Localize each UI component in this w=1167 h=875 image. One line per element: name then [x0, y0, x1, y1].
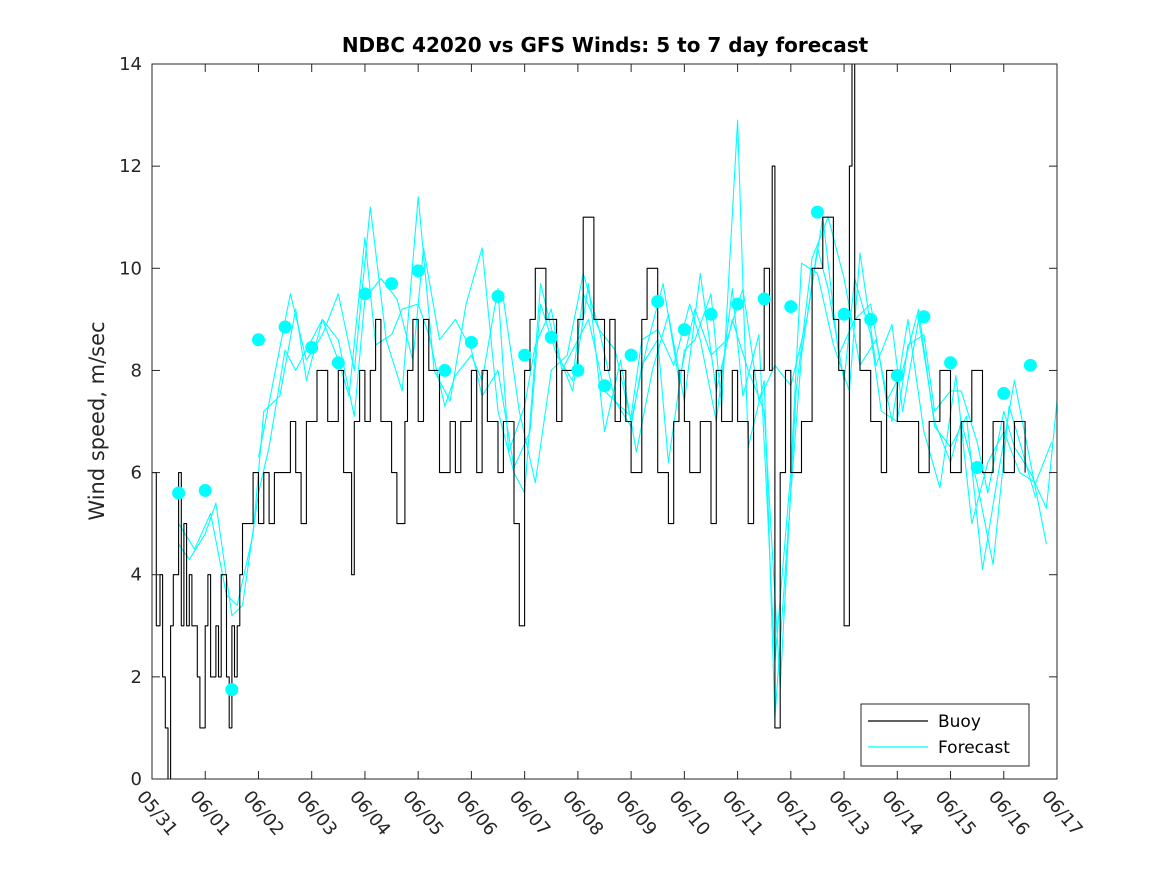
forecast-marker [544, 330, 558, 344]
forecast-marker [411, 264, 425, 278]
y-tick-label: 0 [131, 769, 142, 790]
forecast-marker [571, 363, 585, 377]
forecast-series-line [257, 196, 1053, 688]
y-axis-label: Wind speed, m/sec [85, 321, 109, 520]
y-tick-label: 6 [131, 463, 142, 484]
y-tick-label: 10 [119, 258, 142, 279]
forecast-marker [864, 312, 878, 326]
y-tick-label: 14 [119, 54, 142, 75]
forecast-marker [997, 386, 1011, 400]
forecast-marker [784, 300, 798, 314]
forecast-marker [438, 363, 452, 377]
buoy-series-line [152, 63, 1026, 780]
forecast-marker [385, 277, 399, 291]
forecast-marker [278, 320, 292, 334]
forecast-marker [837, 307, 851, 321]
forecast-marker [704, 307, 718, 321]
forecast-marker [172, 486, 186, 500]
forecast-marker [624, 348, 638, 362]
y-tick-label: 2 [131, 667, 142, 688]
forecast-marker [251, 333, 265, 347]
forecast-marker [518, 348, 532, 362]
forecast-marker [491, 289, 505, 303]
y-tick-label: 8 [131, 360, 142, 381]
forecast-marker [944, 356, 958, 370]
legend-forecast-label: Forecast [938, 738, 1010, 758]
forecast-marker [970, 460, 984, 474]
legend-box [860, 703, 1030, 767]
forecast-marker [731, 297, 745, 311]
series-layer [152, 63, 1058, 780]
forecast-marker [358, 287, 372, 301]
forecast-marker [305, 340, 319, 354]
legend-buoy-label: Buoy [938, 712, 981, 732]
forecast-marker [198, 483, 212, 497]
plot-frame [151, 63, 1058, 780]
marker-layer [172, 205, 1037, 697]
forecast-marker [677, 323, 691, 337]
plot-background [152, 64, 1057, 779]
forecast-marker [464, 335, 478, 349]
forecast-marker [651, 294, 665, 308]
forecast-marker [757, 292, 771, 306]
forecast-marker [331, 356, 345, 370]
forecast-marker [598, 379, 611, 393]
forecast-marker [917, 310, 931, 324]
chart-title: NDBC 42020 vs GFS Winds: 5 to 7 day fore… [342, 33, 869, 57]
forecast-marker [1023, 358, 1037, 372]
forecast-marker [225, 683, 239, 697]
y-axis-ticks: 0 2 4 6 8 10 12 14 [119, 54, 1057, 790]
legend: Buoy Forecast [860, 703, 1030, 767]
forecast-series-line [178, 247, 1037, 663]
forecast-marker [890, 369, 904, 383]
y-tick-label: 4 [131, 565, 142, 586]
forecast-marker [810, 205, 824, 219]
y-tick-label: 12 [119, 156, 142, 177]
